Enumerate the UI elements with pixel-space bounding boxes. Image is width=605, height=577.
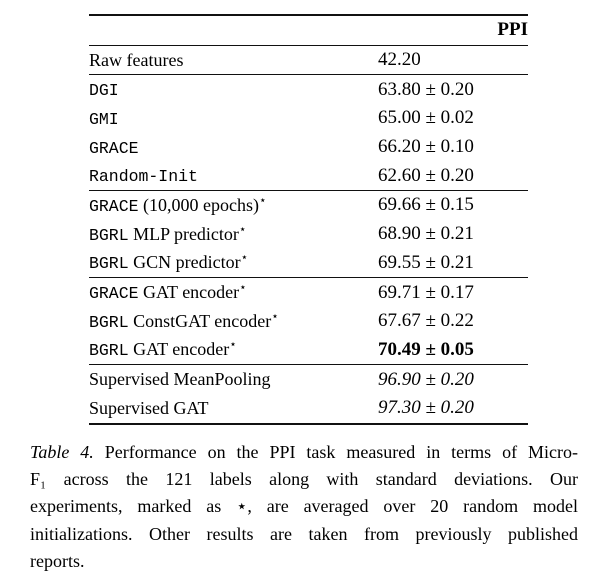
value-cell: 68.90 ± 0.21 (378, 223, 474, 245)
table-row: DGI 63.80 ± 0.20 (89, 75, 528, 104)
method-cell: GRACE (10,000 epochs)⋆ (89, 191, 378, 220)
caption-text: Performance on the PPI task measured in … (93, 442, 578, 462)
method-mono-label: BGRL (89, 312, 129, 332)
table-row: GMI 65.00 ± 0.02 (89, 104, 528, 133)
value-cell: 62.60 ± 0.20 (378, 161, 528, 192)
method-text-label: GCN predictor (128, 252, 241, 273)
method-cell: BGRL MLP predictor⋆ (89, 220, 378, 249)
method-mono-label: BGRL (89, 254, 129, 274)
method-mono-label: GMI (89, 109, 119, 129)
method-cell: GRACE (89, 133, 378, 162)
column-header-ppi: PPI (378, 15, 528, 46)
method-text-label: Raw features (89, 49, 184, 70)
table-row: GRACE 66.20 ± 0.10 (89, 133, 528, 162)
results-table: PPI Raw features 42.20 DGI 63.80 ± 0.20 … (89, 14, 528, 425)
method-cell: Supervised MeanPooling (89, 365, 378, 394)
method-text-label: (10,000 epochs) (138, 194, 259, 215)
star-marker: ⋆ (239, 280, 247, 295)
value-cell: 97.30 ± 0.20 (378, 393, 528, 425)
method-mono-label: GRACE (89, 284, 139, 304)
caption-line: Table 4. Performance on the PPI task mea… (30, 439, 578, 466)
value-cell-best: 70.49 ± 0.05 (378, 335, 528, 366)
method-mono-label: GRACE (89, 196, 139, 216)
method-cell: BGRL GAT encoder⋆ (89, 335, 378, 366)
table-row: BGRL ConstGAT encoder⋆ 67.67 ± 0.22 (89, 307, 528, 336)
star-marker: ⋆ (238, 221, 247, 236)
method-cell: Raw features (89, 45, 378, 76)
table-row: GRACE (10,000 epochs)⋆ 69.66 ± 0.15 (89, 191, 528, 220)
value-cell: 69.66 ± 0.15 (378, 194, 474, 216)
caption-label: Table 4. (30, 442, 94, 462)
method-cell: BGRL GCN predictor⋆ (89, 248, 378, 279)
table-row: GRACE GAT encoder⋆ 69.71 ± 0.17 (89, 278, 528, 307)
value-cell: 69.55 ± 0.21 (378, 248, 528, 279)
value-cell: 96.90 ± 0.20 (378, 368, 474, 390)
method-text-label: Supervised GAT (89, 397, 209, 418)
method-text-label: Supervised MeanPooling (89, 369, 271, 390)
table-row: BGRL GCN predictor⋆ 69.55 ± 0.21 (89, 248, 528, 279)
method-cell: Supervised GAT (89, 393, 378, 425)
table-row: Supervised GAT 97.30 ± 0.20 (89, 393, 528, 425)
value-cell: 66.20 ± 0.10 (378, 136, 474, 158)
method-cell: BGRL ConstGAT encoder⋆ (89, 307, 378, 336)
method-mono-label: BGRL (89, 341, 129, 361)
caption-line: experiments, marked as ⋆, are averaged o… (30, 496, 578, 517)
header-spacer-cell (89, 15, 378, 46)
method-cell: Random-Init (89, 161, 378, 192)
value-cell: 67.67 ± 0.22 (378, 310, 474, 332)
method-mono-label: BGRL (89, 225, 129, 245)
star-marker: ⋆ (229, 337, 237, 352)
method-text-label: ConstGAT encoder (128, 310, 272, 331)
table-row: BGRL MLP predictor⋆ 68.90 ± 0.21 (89, 220, 528, 249)
method-text-label: MLP predictor (128, 223, 239, 244)
caption-line: F₁ across the 121 labels along with stan… (30, 469, 578, 490)
method-cell: GMI (89, 104, 378, 133)
value-cell: 42.20 (378, 45, 528, 76)
method-mono-label: Random-Init (89, 167, 198, 187)
star-marker: ⋆ (259, 192, 267, 207)
value-cell: 65.00 ± 0.02 (378, 107, 474, 129)
method-text-label: GAT encoder (138, 282, 240, 303)
table-row: Supervised MeanPooling 96.90 ± 0.20 (89, 365, 528, 394)
table-caption: Table 4. Performance on the PPI task mea… (30, 439, 578, 575)
value-cell: 69.71 ± 0.17 (378, 281, 474, 303)
method-cell: GRACE GAT encoder⋆ (89, 278, 378, 307)
caption-line: reports. (30, 550, 85, 571)
star-marker: ⋆ (271, 308, 279, 323)
table-row: BGRL GAT encoder⋆ 70.49 ± 0.05 (89, 335, 528, 366)
value-cell: 63.80 ± 0.20 (378, 78, 474, 100)
method-cell: DGI (89, 75, 378, 104)
star-marker: ⋆ (240, 250, 249, 265)
table-row: Random-Init 62.60 ± 0.20 (89, 161, 528, 192)
method-mono-label: GRACE (89, 138, 139, 158)
method-text-label: GAT encoder (128, 339, 230, 360)
table-row: Raw features 42.20 (89, 45, 528, 76)
table-header-row: PPI (89, 15, 528, 46)
method-mono-label: DGI (89, 81, 119, 101)
caption-line: initializations. Other results are taken… (30, 523, 578, 544)
